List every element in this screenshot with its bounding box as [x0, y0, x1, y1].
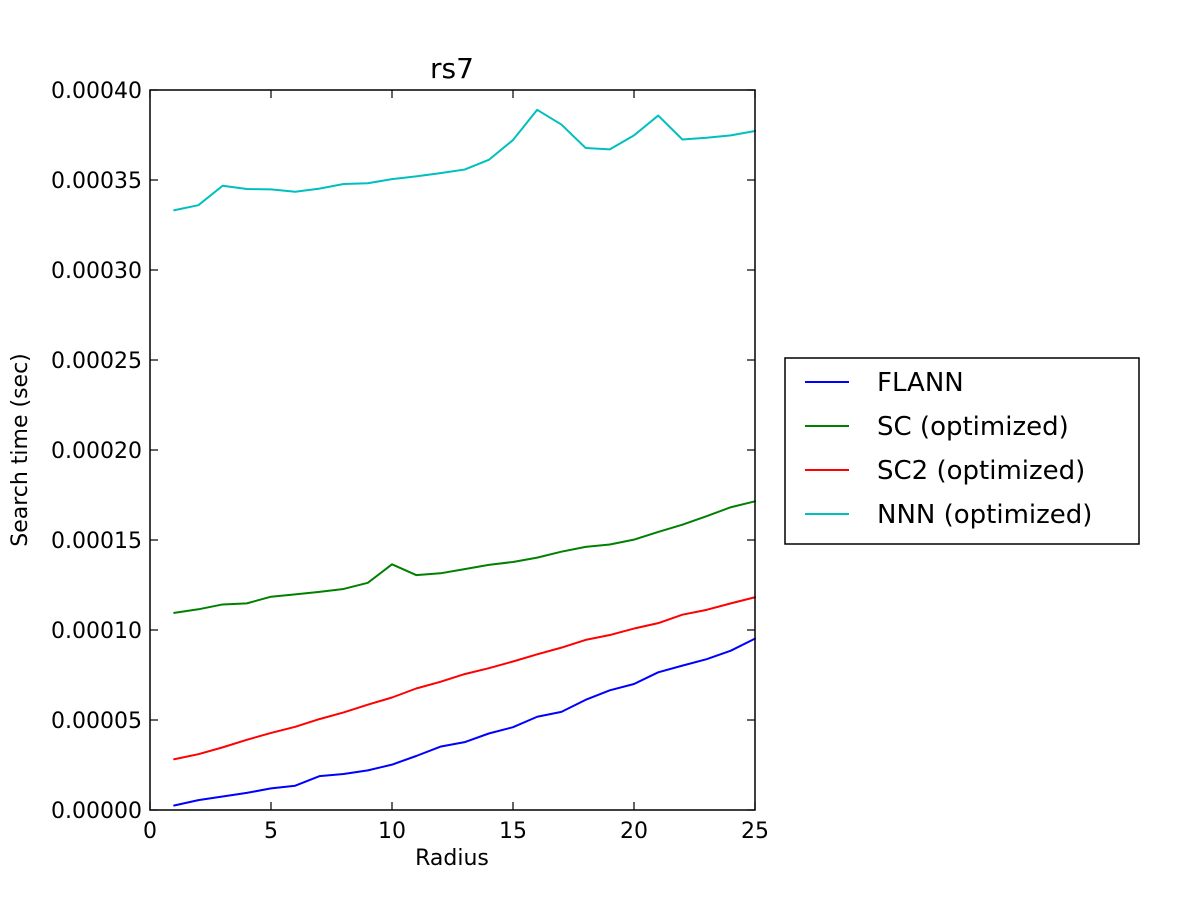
x-tick-label: 5: [264, 819, 278, 844]
y-tick-label: 0.00010: [51, 619, 142, 644]
series-line-1: [173, 637, 756, 807]
y-tick-label: 0.00035: [51, 169, 142, 194]
series-line-3: [173, 596, 756, 761]
series-line-4: [173, 108, 756, 212]
x-tick-label: 15: [499, 819, 527, 844]
x-tick-label: 0: [143, 819, 157, 844]
y-tick-label: 0.00040: [51, 79, 142, 104]
legend: FLANN SC (optimized) SC2 (optimized) NNN (o…: [784, 357, 1140, 545]
legend-label: SC (optimized): [877, 412, 1069, 442]
legend-label: FLANN: [877, 368, 964, 398]
legend-label: NNN (optimized): [877, 500, 1092, 530]
y-axis-label: Search time (sec): [8, 353, 33, 547]
chart-title: rs7: [430, 52, 474, 85]
y-tick-label: 0.00005: [51, 709, 142, 734]
x-tick-label: 20: [620, 819, 648, 844]
y-tick-label: 0.00015: [51, 529, 142, 554]
x-axis-label: Radius: [415, 846, 489, 871]
y-tick-label: 0.00025: [51, 349, 142, 374]
legend-label: SC2 (optimized): [877, 456, 1085, 486]
series-line-2: [173, 500, 756, 614]
y-tick-label: 0.00000: [51, 799, 142, 824]
x-tick-label: 25: [741, 819, 769, 844]
plot-area: 0 5 10 15 20 25 0.00000 0.00005 0.00010 0.00015 0.…: [51, 79, 769, 844]
y-tick-label: 0.00030: [51, 259, 142, 284]
y-tick-label: 0.00020: [51, 439, 142, 464]
x-tick-label: 10: [378, 819, 406, 844]
